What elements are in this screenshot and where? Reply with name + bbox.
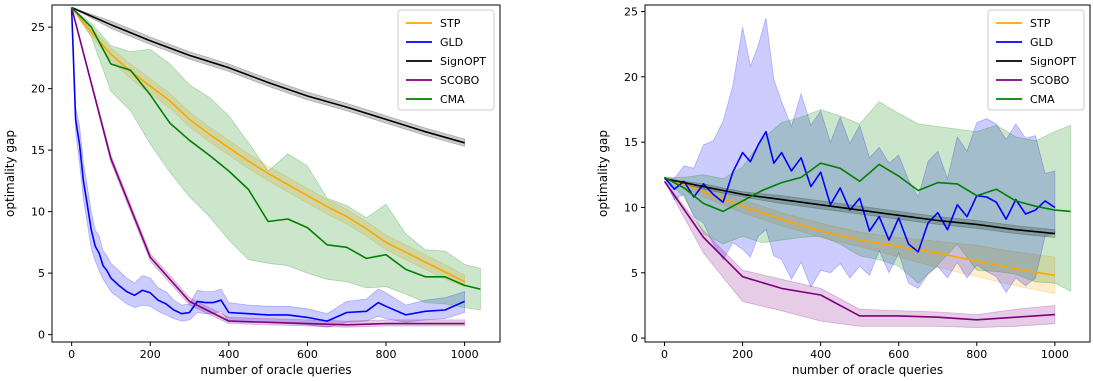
x-axis-label: number of oracle queries	[200, 363, 351, 377]
x-tick-label: 400	[218, 348, 239, 361]
series-line-signopt	[664, 177, 1055, 235]
x-tick-label: 800	[376, 348, 397, 361]
legend-label-cma: CMA	[1030, 93, 1055, 106]
series-line-stp	[664, 176, 1056, 277]
right-chart: 0 200 400 600 800 1000 0 5 10 15 20 25 number of ora…	[596, 4, 1091, 377]
x-tick-label: 0	[68, 348, 75, 361]
series-line-gld	[70, 7, 465, 322]
legend: STP GLD SignOPT SCOBO CMA	[987, 9, 1085, 111]
x-tick-label: 600	[297, 348, 318, 361]
legend-label-signopt: SignOPT	[440, 55, 486, 68]
series-line-scobo	[663, 180, 1055, 321]
series-line-signopt	[71, 6, 465, 144]
y-tick-label: 25	[624, 6, 638, 19]
series-line-cma	[664, 162, 1071, 213]
series-line-scobo	[70, 7, 465, 326]
legend-label-gld: GLD	[440, 36, 463, 49]
plot-frame	[51, 4, 501, 343]
legend-label-cma: CMA	[440, 93, 465, 106]
y-tick-label: 0	[631, 332, 638, 345]
series-line-gld	[663, 130, 1056, 253]
x-tick-label: 400	[810, 348, 831, 361]
y-tick-label: 5	[631, 267, 638, 280]
series-line-stp	[70, 6, 465, 283]
left-chart: 0 200 400 600 800 1000 0 5 10 15 20 25 number of ora…	[3, 4, 501, 377]
y-tick-label: 15	[624, 136, 638, 149]
legend-label-stp: STP	[1030, 17, 1051, 30]
band-cma	[663, 101, 1071, 292]
y-tick-label: 10	[624, 201, 638, 214]
x-tick-label: 800	[966, 348, 987, 361]
x-tick-label: 200	[732, 348, 753, 361]
legend-label-scobo: SCOBO	[440, 74, 480, 87]
y-tick-label: 20	[31, 83, 45, 96]
y-tick-label: 10	[31, 206, 45, 219]
legend-label-signopt: SignOPT	[1030, 55, 1076, 68]
legend-box	[987, 9, 1085, 111]
band-gld	[663, 17, 1056, 294]
legend-label-gld: GLD	[1030, 36, 1053, 49]
y-tick-label: 15	[31, 144, 45, 157]
legend-box	[397, 9, 495, 111]
legend: STP GLD SignOPT SCOBO CMA	[397, 9, 495, 111]
legend-label-stp: STP	[440, 17, 461, 30]
y-axis-label: optimality gap	[596, 130, 610, 217]
x-axis-label: number of oracle queries	[792, 363, 943, 377]
band-scobo	[664, 181, 1056, 329]
y-tick-label: 20	[624, 71, 638, 84]
plot-frame	[644, 4, 1091, 343]
y-axis-label: optimality gap	[3, 130, 17, 217]
y-tick-label: 25	[31, 21, 45, 34]
legend-label-scobo: SCOBO	[1030, 74, 1070, 87]
x-tick-label: 0	[661, 348, 668, 361]
series-line-cma	[71, 6, 481, 290]
x-tick-label: 1000	[451, 348, 479, 361]
x-tick-label: 200	[140, 348, 161, 361]
y-tick-label: 5	[38, 267, 45, 280]
x-tick-label: 1000	[1041, 348, 1069, 361]
x-tick-label: 600	[888, 348, 909, 361]
y-tick-label: 0	[38, 329, 45, 342]
